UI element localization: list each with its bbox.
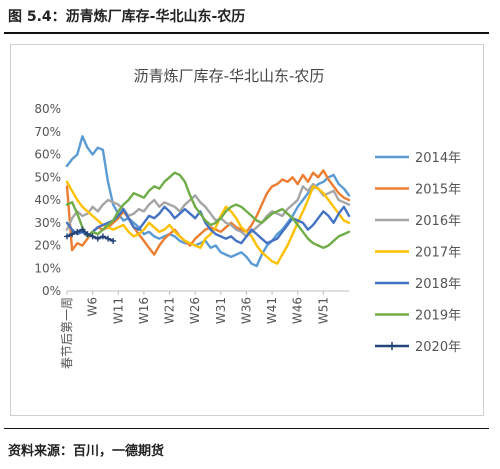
top-divider xyxy=(4,32,489,34)
series-point-marker xyxy=(94,235,101,242)
legend-label: 2018年 xyxy=(415,277,461,292)
bottom-divider xyxy=(4,428,489,429)
series-point-marker xyxy=(89,233,96,240)
legend-label: 2015年 xyxy=(415,183,461,198)
y-tick-label: 0% xyxy=(42,284,61,298)
series-line-4 xyxy=(65,180,351,265)
x-tick-label: W36 xyxy=(239,297,253,324)
y-axis: 0% 10% 20% 30% 40% 50% 60% 70% 80% xyxy=(34,102,61,298)
series-point-marker xyxy=(99,233,106,240)
y-tick-label: 50% xyxy=(34,170,61,184)
x-tick-label: W26 xyxy=(188,297,202,324)
series-line-2 xyxy=(65,169,351,256)
series-point-marker xyxy=(84,231,91,238)
series-point-marker xyxy=(110,237,117,244)
y-tick-label: 80% xyxy=(34,102,61,116)
y-tick-label: 60% xyxy=(34,148,61,162)
y-tick-label: 10% xyxy=(34,261,61,275)
y-tick-label: 40% xyxy=(34,193,61,207)
series-point-marker xyxy=(74,228,81,235)
x-tick-label: W46 xyxy=(291,297,305,324)
x-tick-label: W21 xyxy=(163,297,177,324)
series-point-marker xyxy=(64,233,70,240)
series-line-6 xyxy=(65,171,351,249)
figure-caption: 图 5.4：沥青炼厂库存-华北山东-农历 xyxy=(8,9,246,25)
legend-label: 2014年 xyxy=(415,151,461,166)
x-tick-label: W31 xyxy=(214,297,228,324)
y-tick-label: 30% xyxy=(34,216,61,230)
x-tick-label: W6 xyxy=(86,297,100,317)
series-line-3 xyxy=(65,182,351,238)
series-point-marker xyxy=(79,226,86,233)
x-axis: 春节后第一周 W6 W11 W16 W21 W26 W31 W36 W41 W46 W51 xyxy=(60,290,349,369)
legend-label: 2016年 xyxy=(415,214,461,229)
series-point-marker xyxy=(105,235,112,242)
series-line-7 xyxy=(65,228,115,243)
series-point-marker xyxy=(69,231,76,238)
x-tick-label: W41 xyxy=(265,297,279,324)
x-tick-label: 春节后第一周 xyxy=(60,297,74,369)
x-tick-label: W16 xyxy=(137,297,151,324)
y-tick-label: 70% xyxy=(34,125,61,139)
legend: 2014年 2015年 2016年 2017年 2018年 2019年 2020年 xyxy=(375,151,461,355)
x-tick-label: W11 xyxy=(111,297,125,324)
legend-label: 2019年 xyxy=(415,309,461,324)
line-chart: 沥青炼厂库存-华北山东-农历 0% 10% 20% 30% 40% 50% 60% 70% 80… xyxy=(34,67,461,369)
legend-label: 2017年 xyxy=(415,246,461,261)
series-layer xyxy=(64,135,351,268)
chart-frame: 沥青炼厂库存-华北山东-农历 0% 10% 20% 30% 40% 50% 60% 70% 80… xyxy=(10,44,484,416)
legend-marker xyxy=(388,342,396,350)
legend-label: 2020年 xyxy=(415,340,461,355)
x-tick-label: W51 xyxy=(316,297,330,324)
chart-title: 沥青炼厂库存-华北山东-农历 xyxy=(134,67,325,85)
y-tick-label: 20% xyxy=(34,239,61,253)
source-note: 资料来源：百川，一德期货 xyxy=(8,444,165,459)
series-line-1 xyxy=(65,135,351,268)
